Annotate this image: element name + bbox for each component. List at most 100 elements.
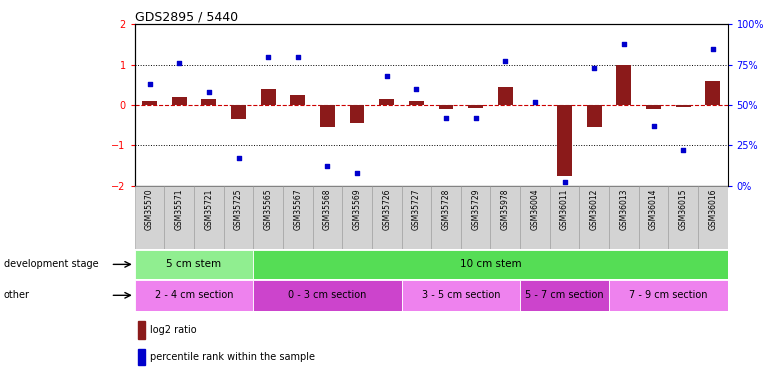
Bar — [646, 105, 661, 109]
Point — [351, 170, 363, 176]
Text: GSM36015: GSM36015 — [678, 188, 688, 230]
Text: GSM35978: GSM35978 — [500, 188, 510, 230]
Bar — [550, 186, 580, 249]
Bar — [138, 321, 145, 339]
Bar — [698, 186, 728, 249]
Bar — [609, 186, 639, 249]
Point — [470, 115, 482, 121]
Bar — [402, 280, 521, 310]
Text: 10 cm stem: 10 cm stem — [460, 260, 521, 269]
Bar — [439, 105, 454, 109]
Point — [499, 58, 511, 64]
Text: GSM35568: GSM35568 — [323, 188, 332, 230]
Bar — [135, 250, 253, 279]
Point — [648, 123, 660, 129]
Bar — [135, 280, 253, 310]
Text: development stage: development stage — [4, 260, 99, 269]
Point — [677, 147, 689, 153]
Bar — [343, 186, 372, 249]
Bar — [490, 186, 521, 249]
Text: GSM36004: GSM36004 — [531, 188, 540, 230]
Bar — [164, 186, 194, 249]
Text: GSM35567: GSM35567 — [293, 188, 303, 230]
Bar — [313, 186, 342, 249]
Point — [292, 54, 304, 60]
Bar — [253, 186, 283, 249]
Text: 2 - 4 cm section: 2 - 4 cm section — [155, 290, 233, 300]
Point — [558, 179, 571, 185]
Bar — [231, 105, 246, 119]
Text: GSM35726: GSM35726 — [382, 188, 391, 230]
Bar — [557, 105, 572, 176]
Point — [707, 46, 719, 52]
Point — [440, 115, 452, 121]
Text: GSM36014: GSM36014 — [649, 188, 658, 230]
Bar — [409, 101, 424, 105]
Bar — [402, 186, 431, 249]
Bar — [498, 87, 513, 105]
Bar — [261, 89, 276, 105]
Text: GDS2895 / 5440: GDS2895 / 5440 — [135, 10, 238, 23]
Text: GSM35569: GSM35569 — [353, 188, 362, 230]
Point — [380, 73, 393, 79]
Text: GSM35565: GSM35565 — [263, 188, 273, 230]
Point — [262, 54, 274, 60]
Text: GSM36012: GSM36012 — [590, 188, 599, 230]
Point — [618, 41, 630, 47]
Point — [173, 60, 186, 66]
Bar — [521, 186, 550, 249]
Point — [588, 65, 601, 71]
Bar — [587, 105, 601, 127]
Text: 7 - 9 cm section: 7 - 9 cm section — [629, 290, 708, 300]
Bar — [609, 280, 728, 310]
Bar — [135, 186, 165, 249]
Bar — [617, 64, 631, 105]
Text: GSM35721: GSM35721 — [204, 188, 213, 230]
Bar — [172, 97, 186, 105]
Text: log2 ratio: log2 ratio — [149, 326, 196, 335]
Point — [143, 81, 156, 87]
Text: GSM36011: GSM36011 — [560, 188, 569, 230]
Text: 5 cm stem: 5 cm stem — [166, 260, 222, 269]
Text: GSM35571: GSM35571 — [175, 188, 184, 230]
Bar — [431, 186, 460, 249]
Bar — [253, 280, 402, 310]
Bar — [521, 280, 609, 310]
Bar — [461, 186, 490, 249]
Bar — [380, 99, 394, 105]
Point — [203, 89, 215, 95]
Text: GSM35728: GSM35728 — [441, 188, 450, 230]
Bar — [202, 99, 216, 105]
Text: 0 - 3 cm section: 0 - 3 cm section — [288, 290, 367, 300]
Point — [321, 163, 333, 169]
Text: GSM35725: GSM35725 — [234, 188, 243, 230]
Bar — [372, 186, 402, 249]
Bar — [290, 95, 305, 105]
Bar — [705, 81, 720, 105]
Bar — [468, 105, 483, 108]
Point — [233, 155, 245, 161]
Text: GSM35570: GSM35570 — [145, 188, 154, 230]
Bar — [639, 186, 668, 249]
Text: GSM35729: GSM35729 — [471, 188, 480, 230]
Bar — [253, 250, 728, 279]
Bar — [142, 101, 157, 105]
Bar — [320, 105, 335, 127]
Text: GSM36013: GSM36013 — [619, 188, 628, 230]
Text: GSM36016: GSM36016 — [708, 188, 718, 230]
Bar — [350, 105, 364, 123]
Bar — [223, 186, 253, 249]
Text: 3 - 5 cm section: 3 - 5 cm section — [422, 290, 500, 300]
Point — [529, 99, 541, 105]
Bar — [283, 186, 313, 249]
Text: GSM35727: GSM35727 — [412, 188, 421, 230]
Text: 5 - 7 cm section: 5 - 7 cm section — [525, 290, 604, 300]
Bar — [676, 105, 691, 107]
Text: other: other — [4, 290, 30, 300]
Text: percentile rank within the sample: percentile rank within the sample — [149, 352, 315, 362]
Point — [410, 86, 423, 92]
Bar — [138, 349, 145, 365]
Bar — [194, 186, 223, 249]
Bar — [580, 186, 609, 249]
Bar — [668, 186, 698, 249]
